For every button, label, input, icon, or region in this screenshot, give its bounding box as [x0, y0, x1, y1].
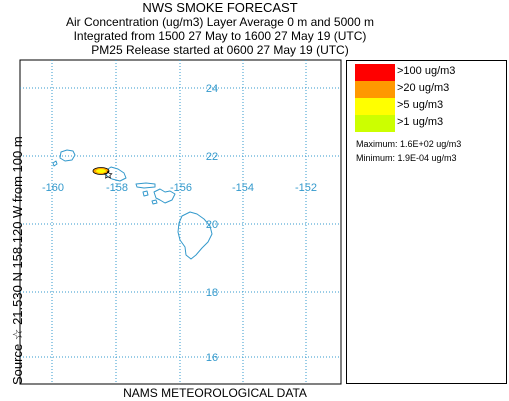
lat-label-22: 22: [206, 151, 218, 163]
island-kauai: [59, 149, 76, 162]
island-lanai: [142, 190, 149, 197]
island-kahoolawe: [151, 199, 158, 205]
grid-lines: [20, 60, 341, 384]
source-star-icon: [103, 170, 113, 179]
legend-swatch-yellow: [355, 98, 395, 115]
lat-label-16: 16: [206, 352, 218, 364]
concentration-subtitle: Air Concentration (ug/m3) Layer Average …: [66, 15, 374, 29]
legend-label: >5 ug/m3: [397, 99, 444, 111]
island-niihau: [52, 160, 58, 167]
legend-swatch-red: [355, 64, 395, 81]
smoke-plume: [92, 167, 113, 179]
lat-label-20: 20: [206, 219, 218, 231]
lon-label-152: -152: [295, 182, 317, 194]
release-start: PM25 Release started at 0600 27 May 19 (…: [91, 43, 349, 57]
legend-minimum: Minimum: 1.9E-04 ug/m3: [356, 153, 457, 163]
legend-swatch-lime: [355, 115, 395, 132]
island-molokai: [135, 182, 156, 189]
concentration-legend: >100 ug/m3 >20 ug/m3 >5 ug/m3 >1 ug/m3 M…: [346, 60, 507, 384]
lat-label-24: 24: [206, 83, 218, 95]
met-data-label: NAMS METEOROLOGICAL DATA: [123, 386, 307, 400]
legend-maximum: Maximum: 1.6E+02 ug/m3: [356, 139, 462, 149]
legend-label: >100 ug/m3: [397, 65, 456, 77]
plume-yellow: [96, 169, 106, 173]
legend-label: >20 ug/m3: [397, 82, 450, 94]
island-maui: [153, 188, 176, 204]
map-title: NWS SMOKE FORECAST: [142, 0, 298, 15]
source-location-label: Source ☆ 21.530 N 158.120 W from 100 m: [10, 136, 25, 385]
lon-label-154: -154: [232, 182, 254, 194]
legend-label: >1 ug/m3: [397, 116, 444, 128]
legend-swatch-orange: [355, 81, 395, 98]
lon-label-160: -160: [42, 182, 64, 194]
lon-label-156: -156: [170, 182, 192, 194]
island-hawaii: [177, 211, 213, 260]
integration-period: Integrated from 1500 27 May to 1600 27 M…: [73, 29, 367, 43]
lon-label-158: -158: [106, 182, 128, 194]
lat-label-18: 18: [206, 287, 218, 299]
